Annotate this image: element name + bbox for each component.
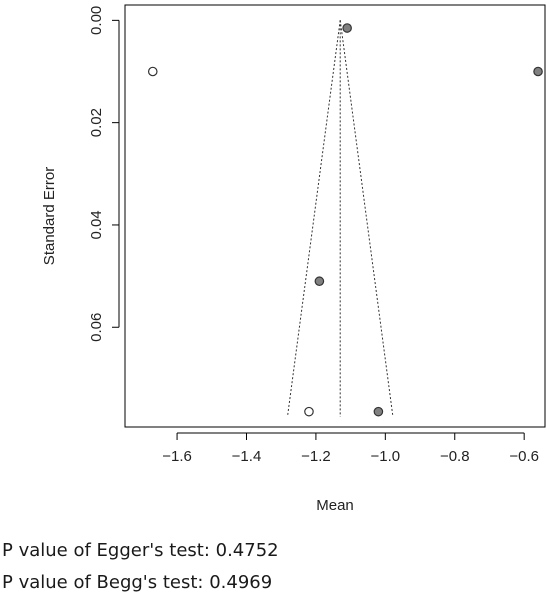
data-points [147, 23, 543, 417]
study-point [342, 23, 352, 33]
y-tick-label: 0.04 [88, 210, 105, 239]
y-tick-label: 0.00 [88, 6, 105, 35]
x-tick-label: −1.0 [371, 448, 401, 465]
study-point [533, 66, 543, 77]
plot-frame [124, 4, 546, 428]
x-tick-label: −1.6 [162, 448, 192, 465]
funnel-plot: −1.6 −1.4 −1.2 −1.0 −0.8 −0.6 0.000.020.040.0… [41, 4, 546, 514]
x-axis: −1.6 −1.4 −1.2 −1.0 −0.8 −0.6 [162, 432, 539, 465]
x-tick-label: −1.2 [301, 448, 331, 465]
y-axis: 0.00 0.02 0.04 0.06 [88, 6, 120, 342]
x-axis-title: Mean [316, 497, 354, 514]
x-tick-label: −0.6 [509, 448, 539, 465]
begg-test-result: P value of Begg's test: 0.4969 [2, 572, 273, 593]
study-point [314, 276, 325, 287]
imputed-study-point [304, 406, 314, 417]
y-tick-label: 0.02 [88, 108, 105, 137]
y-tick-label: 0.06 [88, 313, 105, 342]
study-point [373, 406, 384, 417]
x-tick-label: −1.4 [232, 448, 262, 465]
egger-test-result: P value of Egger's test: 0.4752 [2, 540, 279, 561]
funnel-left-limit [286, 20, 341, 417]
imputed-study-point [147, 66, 158, 77]
funnel-lines [286, 20, 394, 417]
y-axis-title: Standard Error [41, 167, 58, 265]
funnel-right-limit [339, 20, 394, 417]
x-tick-label: −0.8 [440, 448, 470, 465]
